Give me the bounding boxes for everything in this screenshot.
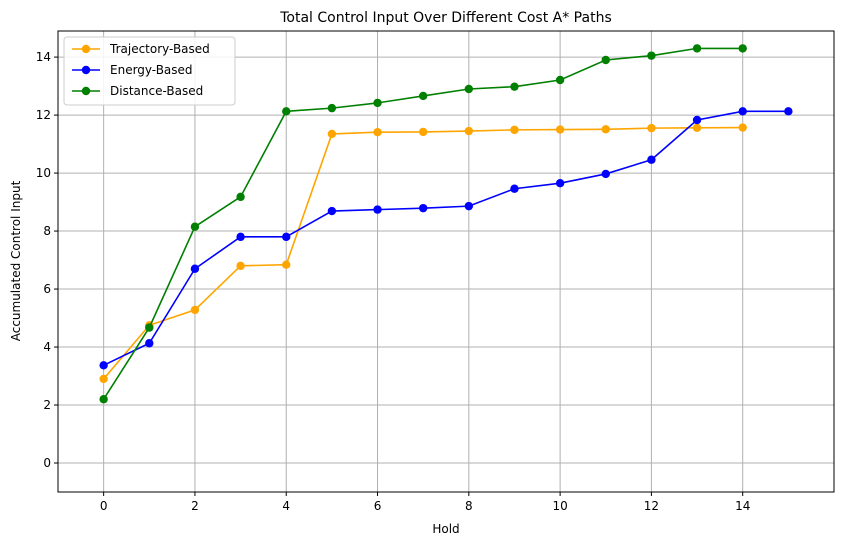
data-point	[692, 44, 702, 53]
y-tick-label: 0	[43, 456, 51, 470]
x-tick-label: 8	[465, 499, 473, 513]
data-point	[190, 222, 200, 231]
data-point	[555, 125, 565, 134]
legend-item: Trajectory-Based	[72, 42, 210, 56]
y-tick-label: 14	[36, 50, 51, 64]
legend-label: Distance-Based	[110, 84, 203, 98]
legend-box	[63, 36, 236, 106]
data-point	[327, 206, 337, 216]
data-point	[282, 107, 291, 116]
y-tick-label: 8	[43, 224, 51, 238]
x-axis: 0 2 4 6 8 10 12 14	[100, 492, 750, 513]
x-tick-label: 14	[735, 499, 750, 513]
legend-marker	[81, 86, 91, 96]
data-point	[418, 203, 428, 213]
data-point	[738, 107, 747, 116]
y-tick-label: 10	[36, 166, 51, 180]
series-line	[103, 110, 789, 367]
data-point	[99, 395, 108, 404]
y-tick-label: 2	[43, 398, 51, 412]
legend-label: Energy-Based	[110, 63, 193, 77]
data-point	[327, 103, 337, 113]
data-point	[145, 323, 154, 332]
data-point	[282, 232, 291, 242]
x-tick-label: 2	[191, 499, 199, 513]
data-point	[464, 84, 474, 94]
x-axis-label: Hold	[432, 522, 459, 536]
plot-frame	[57, 30, 835, 493]
legend-marker	[81, 65, 91, 75]
series-line	[103, 126, 743, 380]
data-point	[647, 155, 656, 164]
chart-title: Total Control Input Over Different Cost …	[279, 10, 611, 26]
x-tick-label: 0	[100, 499, 108, 513]
legend-label: Trajectory-Based	[109, 42, 210, 56]
x-tick-label: 10	[552, 499, 567, 513]
data-point	[738, 123, 747, 132]
data-point	[692, 123, 702, 133]
series-trajectory-based	[99, 123, 747, 384]
data-point	[647, 123, 656, 133]
data-point	[236, 192, 245, 202]
data-point	[190, 305, 200, 315]
x-tick-label: 6	[374, 499, 382, 513]
data-point	[190, 264, 200, 273]
data-point	[738, 44, 747, 53]
y-tick-label: 12	[36, 108, 51, 122]
series-layer	[99, 44, 793, 404]
legend: Trajectory-Based Energy-Based Distance-Bas…	[63, 36, 236, 106]
data-point	[784, 107, 793, 116]
data-point	[601, 125, 610, 134]
x-tick-label: 12	[644, 499, 659, 513]
data-point	[236, 261, 245, 271]
data-point	[373, 205, 382, 214]
data-point	[236, 232, 245, 242]
data-point	[418, 91, 428, 101]
data-point	[145, 339, 154, 348]
grid-lines	[58, 31, 834, 492]
series-energy-based	[99, 107, 793, 370]
data-point	[555, 75, 565, 85]
data-point	[418, 127, 428, 137]
data-point	[99, 361, 108, 370]
data-point	[692, 115, 702, 125]
y-tick-label: 4	[43, 340, 51, 354]
data-point	[510, 184, 519, 193]
data-point	[510, 82, 519, 91]
data-point	[647, 51, 656, 60]
y-axis: 0 2 4 6 8 10 12 14	[36, 50, 58, 470]
data-point	[464, 126, 474, 136]
data-point	[555, 179, 565, 188]
data-point	[373, 127, 382, 137]
data-point	[510, 125, 519, 135]
data-point	[373, 98, 382, 108]
data-point	[327, 129, 337, 139]
y-tick-label: 6	[43, 282, 51, 296]
legend-item: Distance-Based	[72, 84, 203, 98]
data-point	[601, 169, 610, 179]
series-distance-based	[99, 44, 747, 404]
legend-marker	[81, 44, 91, 54]
y-axis-label: Accumulated Control Input	[9, 180, 23, 341]
legend-item: Energy-Based	[72, 63, 193, 77]
data-point	[464, 201, 474, 211]
x-tick-label: 4	[282, 499, 290, 513]
data-point	[601, 55, 610, 65]
data-point	[282, 260, 291, 269]
data-point	[99, 374, 108, 384]
